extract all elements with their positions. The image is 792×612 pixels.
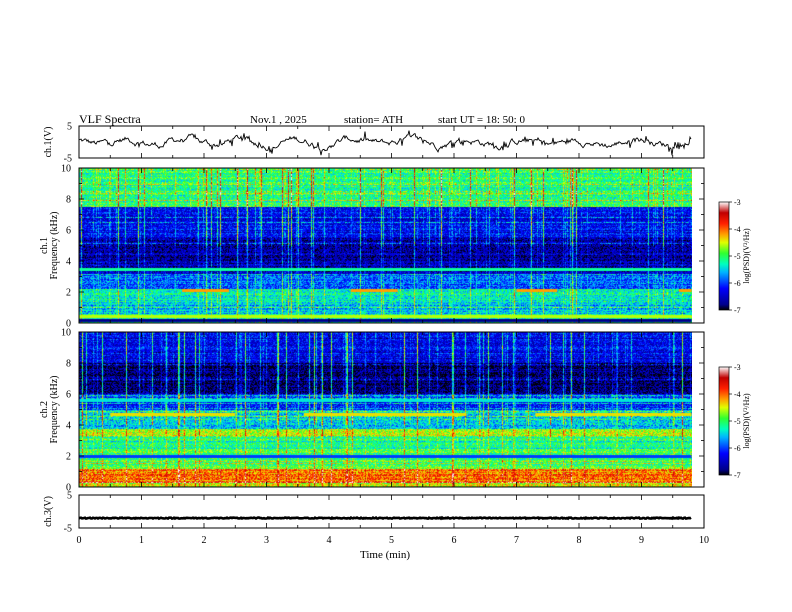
y-tick-label: 10 [61, 328, 71, 339]
x-tick-label: 5 [389, 535, 394, 546]
colorbar-scale [718, 201, 730, 311]
ch2-spectrogram-colorbar: -3 -4 -5 -6 -7 log(PSD)(V²/Hz) [718, 363, 751, 480]
colorbar-tick-label: -4 [734, 390, 741, 399]
x-tick-label: 1 [139, 535, 144, 546]
colorbar-tick-label: -5 [734, 417, 741, 426]
colorbar-tick-label: -3 [734, 363, 741, 372]
y-tick-label: 5 [67, 122, 72, 133]
y-tick-label: 8 [66, 359, 71, 370]
y-tick-label: 2 [66, 452, 71, 463]
ch1-spectrogram-ylabel-freq: Frequency (kHz) [49, 211, 60, 279]
station-label: station= ATH [344, 114, 404, 126]
colorbar-tick-label: -7 [734, 471, 741, 480]
ch3-waveform-trace [78, 515, 692, 521]
y-tick-label: 8 [66, 195, 71, 206]
y-tick-label: -5 [64, 154, 72, 165]
x-axis-label: Time (min) [360, 549, 411, 561]
colorbar-tick-label: -7 [734, 306, 741, 315]
y-tick-label: 10 [61, 164, 71, 175]
colorbar-tick-label: -5 [734, 252, 741, 261]
y-tick-label: 6 [66, 390, 71, 401]
colorbar-label: log(PSD)(V²/Hz) [742, 393, 751, 449]
y-tick-label: 2 [66, 288, 71, 299]
y-tick-label: 6 [66, 226, 71, 237]
ch2-spectrogram-raster [79, 332, 692, 487]
ch1-spectrogram-colorbar: -3 -4 -5 -6 -7 log(PSD)(V²/Hz) [718, 198, 751, 315]
ch1-spectrogram-ylabel-channel: ch.1 [39, 237, 50, 254]
x-tick-label: 4 [327, 535, 332, 546]
y-tick-label: 0 [66, 319, 71, 330]
colorbar-tick-label: -6 [734, 279, 741, 288]
ch2-spectrogram-panel: 0 2 4 6 8 10 ch.2 Frequency (kHz) [39, 328, 705, 494]
x-tick-label: 9 [639, 535, 644, 546]
ch3-waveform-ylabel: ch.3(V) [43, 496, 54, 527]
ch3-waveform-xticks [78, 495, 705, 528]
colorbar-tick-label: -4 [734, 225, 741, 234]
x-tick-label: 0 [77, 535, 82, 546]
x-tick-label: 7 [514, 535, 519, 546]
ch2-spectrogram-xticks [78, 332, 705, 487]
ch1-spectrogram-xticks [78, 168, 705, 323]
x-tick-label: 3 [264, 535, 269, 546]
ch1-waveform-trace [78, 130, 692, 156]
y-tick-label: 0 [66, 483, 71, 494]
chart-title: VLF Spectra [79, 112, 141, 126]
ch1-spectrogram-raster [79, 168, 692, 323]
date-label: Nov.1 , 2025 [250, 114, 307, 126]
colorbar-label: log(PSD)(V²/Hz) [742, 228, 751, 284]
y-tick-label: 5 [67, 491, 72, 502]
y-tick-label: 4 [66, 257, 71, 268]
colorbar-tick-label: -6 [734, 444, 741, 453]
ch1-waveform-ylabel: ch.1(V) [43, 127, 54, 158]
ch1-waveform-panel: 5 -5 ch.1(V) [43, 122, 705, 165]
x-tick-label: 6 [452, 535, 457, 546]
start-ut-label: start UT = 18: 50: 0 [438, 114, 525, 126]
x-tick-label: 10 [699, 535, 709, 546]
ch2-spectrogram-ylabel-channel: ch.2 [39, 401, 50, 418]
ch1-waveform-xticks [78, 126, 705, 158]
ch2-spectrogram-ylabel-freq: Frequency (kHz) [49, 375, 60, 443]
x-tick-label: 2 [202, 535, 207, 546]
ch1-spectrogram-panel: 0 2 4 6 8 10 ch.1 Frequency (kHz) [39, 164, 705, 330]
x-tick-label: 8 [577, 535, 582, 546]
colorbar-tick-label: -3 [734, 198, 741, 207]
y-tick-label: 4 [66, 421, 71, 432]
colorbar-scale [718, 366, 730, 476]
ch3-waveform-panel: 5 -5 ch.3(V) [43, 491, 705, 535]
y-tick-label: -5 [64, 524, 72, 535]
